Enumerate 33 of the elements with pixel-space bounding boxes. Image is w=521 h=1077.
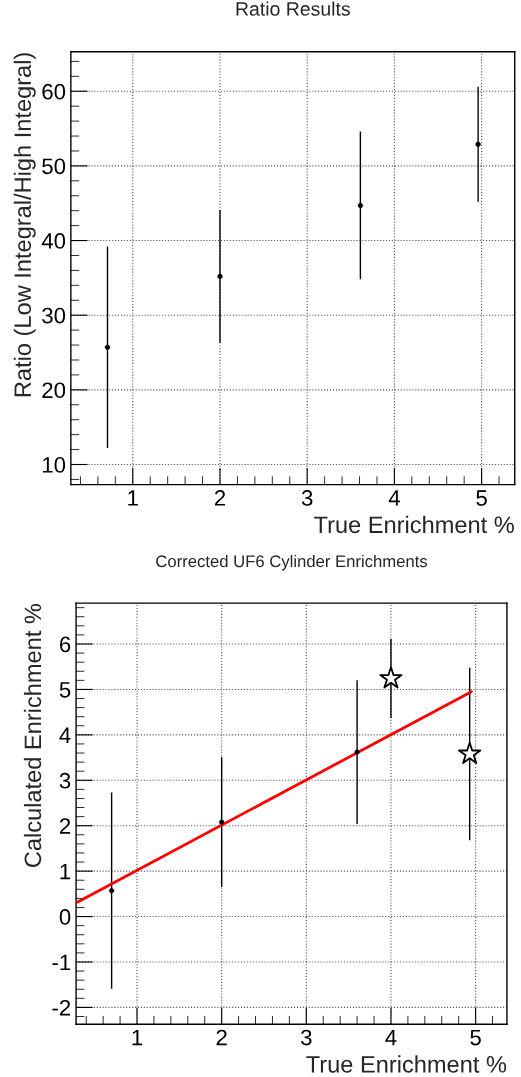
y-axis-title: Ratio (Low Integral/High Integral) bbox=[13, 53, 36, 397]
y-tick-label: 5 bbox=[59, 682, 71, 698]
x-tick-label: 3 bbox=[301, 490, 313, 506]
chart-title: Corrected UF6 Cylinder Enrichments bbox=[156, 554, 428, 571]
y-tick-label: 30 bbox=[42, 307, 66, 324]
y-tick-label: 1 bbox=[60, 863, 71, 880]
y-axis-title: Calculated Enrichment % bbox=[23, 603, 42, 867]
x-tick-label: 4 bbox=[388, 490, 400, 506]
y-tick-label: -2 bbox=[52, 999, 71, 1016]
y-tick-label: 2 bbox=[59, 818, 71, 834]
x-tick-label: 3 bbox=[300, 1029, 312, 1046]
y-tick-label: 3 bbox=[59, 772, 71, 789]
x-tick-label: 1 bbox=[132, 1029, 143, 1046]
x-tick-label: 2 bbox=[214, 490, 226, 506]
y-tick-label: -1 bbox=[52, 954, 71, 971]
y-tick-label: 40 bbox=[41, 233, 66, 249]
x-tick-label: 2 bbox=[216, 1029, 227, 1046]
point bbox=[458, 741, 482, 764]
y-tick-label: 60 bbox=[42, 83, 66, 100]
y-tick-label: 10 bbox=[42, 457, 66, 473]
y-tick-label: 50 bbox=[42, 158, 66, 175]
point bbox=[379, 666, 403, 689]
y-tick-label: 4 bbox=[59, 727, 71, 743]
x-tick-label: 5 bbox=[470, 1029, 481, 1046]
x-axis-title: True Enrichment % bbox=[314, 515, 514, 534]
y-tick-label: 0 bbox=[59, 909, 71, 925]
y-tick-label: 20 bbox=[42, 382, 66, 399]
y-tick-label: 6 bbox=[59, 636, 71, 653]
x-tick-label: 4 bbox=[385, 1029, 397, 1046]
chart-title: Ratio Results bbox=[236, 1, 350, 16]
x-tick-label: 1 bbox=[128, 490, 138, 506]
x-tick-label: 5 bbox=[476, 490, 487, 506]
x-axis-title: True Enrichment % bbox=[306, 1055, 507, 1073]
